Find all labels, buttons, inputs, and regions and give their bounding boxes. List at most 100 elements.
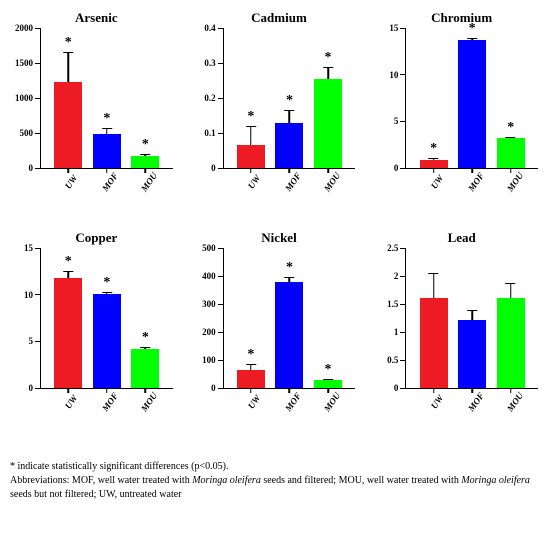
error-bar [471,310,473,320]
chart-panel: Arsenic0500100015002000***UWMOFMOU [10,10,183,220]
y-tick-label: 0.4 [204,23,215,33]
y-tick-label: 0 [29,163,34,173]
bar [275,282,303,388]
bar-wrap: * [237,370,265,388]
bar-wrap: * [275,123,303,169]
bar [275,123,303,169]
panel-title: Nickel [193,230,366,246]
x-label: UW [425,388,449,417]
significance-star: * [142,138,149,152]
x-labels: UWMOFMOU [40,169,173,189]
x-labels: UWMOFMOU [405,169,538,189]
panel-title: Cadmium [193,10,366,26]
bar [458,40,486,168]
bar-wrap [497,298,525,388]
x-label: UW [242,388,266,417]
bar [314,79,342,168]
bar [131,156,159,168]
bar-wrap: * [420,160,448,168]
chart-panel: Nickel0100200300400500***UWMOFMOU [193,230,366,440]
x-labels: UWMOFMOU [223,169,356,189]
significance-star: * [103,276,110,290]
significance-star: * [469,22,476,36]
chart-area: 0100200300400500*** [223,248,356,389]
y-tick-label: 0.5 [387,355,398,365]
y-tick-label: 300 [202,299,216,309]
bar [54,82,82,168]
chart-area: 0500100015002000*** [40,28,173,169]
y-tick-label: 0 [211,163,216,173]
bar-wrap: * [93,294,121,388]
panel-title: Chromium [375,10,548,26]
y-tick-label: 100 [202,355,216,365]
bar-wrap: * [275,282,303,388]
x-label: MOU [137,168,161,197]
chart-area: 051015*** [405,28,538,169]
y-tick-label: 0 [394,163,399,173]
bars-container [406,248,538,388]
y-tick-label: 0.2 [204,93,215,103]
x-label: MOF [98,388,122,417]
x-label: UW [242,168,266,197]
significance-star: * [142,331,149,345]
x-label: UW [59,388,83,417]
chart-panel: Lead 00.511.522.5UWMOFMOU [375,230,548,440]
error-bar [145,347,147,348]
y-tick-label: 0.1 [204,128,215,138]
error-bar [327,379,329,380]
error-bar [433,158,435,159]
x-labels: UWMOFMOU [405,389,538,409]
y-tick-label: 0.3 [204,58,215,68]
y-tick-label: 1.5 [387,299,398,309]
y-tick-label: 400 [202,271,216,281]
bar-wrap: * [131,156,159,168]
chart-area: 00.511.522.5 [405,248,538,389]
error-bar [250,364,252,370]
error-bar [68,52,70,82]
x-label: MOU [320,168,344,197]
y-tick-label: 5 [29,336,34,346]
bar [93,294,121,388]
y-tick-label: 1000 [15,93,33,103]
y-tick-label: 200 [202,327,216,337]
x-label: MOF [281,168,305,197]
bar [497,298,525,388]
bars-container: * * * [406,28,538,168]
chart-panel: Cadmium00.10.20.30.4***UWMOFMOU [193,10,366,220]
bars-container: *** [224,248,356,388]
error-bar [145,154,147,156]
panel-title: Lead [375,230,548,246]
y-tick-label: 1500 [15,58,33,68]
y-tick-label: 0 [394,383,399,393]
bar-wrap [458,320,486,388]
error-bar [510,137,512,138]
error-bar [327,67,329,79]
x-label: UW [59,168,83,197]
x-label: MOU [503,388,527,417]
bar [54,278,82,388]
y-tick-label: 2000 [15,23,33,33]
significance-star: * [247,110,254,124]
footnote-sig: * indicate statistically significant dif… [10,460,548,474]
chart-area: 051015*** [40,248,173,389]
bar-wrap: * [458,40,486,168]
chart-panel: Chromium051015***UWMOFMOU [375,10,548,220]
error-bar [106,292,108,294]
significance-star: * [325,51,332,65]
error-bar [510,283,512,299]
significance-star: * [507,121,514,135]
significance-star: * [103,112,110,126]
y-tick-label: 10 [24,290,33,300]
x-label: MOU [137,388,161,417]
bar-wrap: * [237,145,265,168]
bars-container: * * * [224,28,356,168]
bar-wrap: * [54,278,82,388]
bar [420,298,448,388]
x-labels: UWMOFMOU [40,389,173,409]
bar [237,145,265,168]
bar [497,138,525,168]
y-tick-label: 1 [394,327,399,337]
x-label: MOU [503,168,527,197]
bar-wrap [420,298,448,388]
error-bar [471,38,473,40]
